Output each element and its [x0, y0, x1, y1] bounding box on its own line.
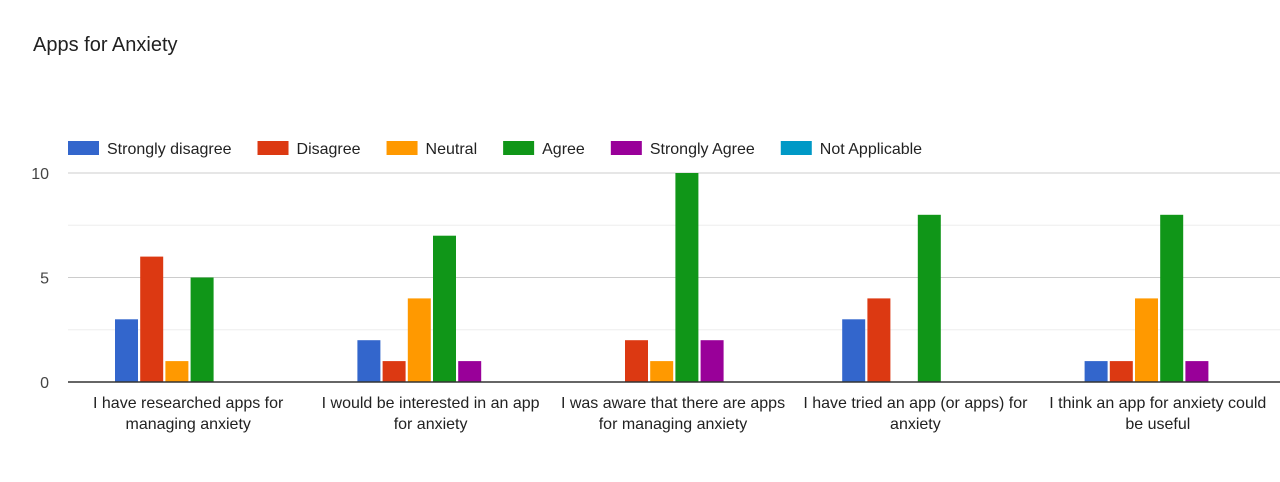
bars — [115, 173, 1209, 383]
x-axis: I have researched apps for managing anxie… — [68, 381, 1280, 433]
legend-label: Neutral — [426, 141, 478, 158]
bar[interactable] — [1185, 361, 1209, 382]
legend-swatch — [68, 141, 99, 155]
x-tick-label: I was aware that there are apps — [561, 395, 785, 412]
legend-swatch — [780, 141, 812, 155]
legend-swatch — [610, 141, 642, 155]
x-tick-label: for anxiety — [394, 416, 468, 433]
legend-item[interactable]: Strongly Agree — [610, 141, 755, 158]
legend-item[interactable]: Not Applicable — [780, 141, 922, 158]
y-tick-label: 10 — [31, 166, 49, 183]
bar[interactable] — [625, 340, 648, 382]
bar[interactable] — [357, 340, 381, 382]
bar[interactable] — [1160, 214, 1184, 382]
bar[interactable] — [1135, 298, 1158, 382]
bar[interactable] — [917, 214, 941, 382]
legend-label: Strongly disagree — [107, 141, 232, 158]
gridlines — [68, 172, 1280, 331]
bar[interactable] — [1109, 361, 1133, 382]
bar[interactable] — [140, 256, 164, 382]
bar[interactable] — [382, 361, 406, 382]
x-tick-label: be useful — [1125, 416, 1190, 433]
bar[interactable] — [407, 298, 431, 382]
legend-item[interactable]: Strongly disagree — [68, 141, 232, 158]
y-axis: 0 5 10 — [31, 166, 49, 392]
x-tick-label: managing anxiety — [125, 416, 250, 433]
y-tick-label: 5 — [40, 271, 49, 288]
bar[interactable] — [115, 319, 138, 382]
legend-label: Disagree — [297, 141, 361, 158]
x-tick-label: I have tried an app (or apps) for — [803, 395, 1028, 412]
bar[interactable] — [433, 235, 456, 382]
legend-label: Not Applicable — [820, 141, 922, 158]
legend-swatch — [386, 141, 418, 155]
x-tick-label: anxiety — [890, 416, 941, 433]
bar[interactable] — [700, 340, 724, 382]
legend-swatch — [257, 141, 289, 155]
legend-item[interactable]: Agree — [503, 141, 585, 158]
bar[interactable] — [458, 361, 482, 382]
legend: Strongly disagree Disagree Neutral Agree Str… — [68, 141, 922, 158]
bar[interactable] — [650, 361, 674, 382]
bar[interactable] — [1084, 361, 1108, 382]
legend-label: Agree — [542, 141, 585, 158]
legend-item[interactable]: Neutral — [386, 141, 478, 158]
y-tick-label: 0 — [40, 375, 49, 392]
legend-item[interactable]: Disagree — [257, 141, 361, 158]
bar[interactable] — [190, 277, 214, 383]
x-tick-label: for managing anxiety — [599, 416, 748, 433]
legend-swatch — [503, 141, 535, 155]
bar[interactable] — [842, 319, 866, 382]
x-tick-label: I have researched apps for — [93, 395, 284, 412]
x-tick-label: I would be interested in an app — [322, 395, 540, 412]
bar[interactable] — [165, 361, 189, 382]
chart-title: Apps for Anxiety — [33, 34, 178, 56]
bar[interactable] — [867, 298, 891, 382]
legend-label: Strongly Agree — [650, 141, 755, 158]
x-tick-label: I think an app for anxiety could — [1049, 395, 1266, 412]
bar[interactable] — [675, 173, 699, 382]
